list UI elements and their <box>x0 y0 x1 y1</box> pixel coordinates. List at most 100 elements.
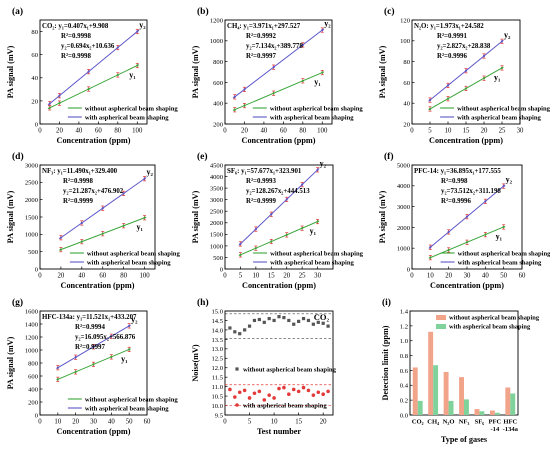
data-point <box>254 227 257 231</box>
data-point <box>143 216 146 219</box>
y-axis-label: PA signal (mV) <box>6 336 15 389</box>
data-point <box>306 388 311 393</box>
data-point <box>287 392 291 397</box>
data-point <box>101 207 104 210</box>
x-tick-label: 50 <box>500 273 507 280</box>
equation-annotation: PFC-14: y₁=36.895x₁+177.555 <box>414 168 501 175</box>
data-point <box>482 54 486 58</box>
x-tick-label: 80 <box>114 128 121 135</box>
y-tick-label: 120 <box>400 17 411 24</box>
x-tick-label: 20 <box>241 128 248 135</box>
y-tick-label: 1000 <box>210 38 224 45</box>
panel-f: (f) 0 1000 2000 3000 4000 5000 0 10 20 30 40 50 60 Con… <box>378 151 550 290</box>
data-point <box>326 324 330 328</box>
y-tick-label: 600 <box>28 373 39 380</box>
x-axis-label: Type of gases <box>441 435 487 444</box>
series-without-shaping <box>56 346 131 382</box>
data-point <box>110 355 113 358</box>
series-with-shaping <box>58 176 147 241</box>
panel-label: (d) <box>12 151 24 162</box>
y-tick-label: 1500 <box>25 214 39 221</box>
panel-label: (h) <box>197 297 209 308</box>
series-without-shaping <box>59 215 147 253</box>
y-tick-label: 40 <box>31 75 38 82</box>
data-point <box>447 230 450 234</box>
data-point <box>110 335 113 338</box>
data-point <box>92 363 95 366</box>
data-point <box>143 177 146 180</box>
legend-swatch-with <box>436 324 446 329</box>
category-label: NF₃ <box>459 419 470 426</box>
category-label: CO₂ <box>412 419 424 426</box>
chart-title: CO₂ <box>314 312 330 322</box>
x-tick-label: 20 <box>56 128 63 135</box>
y-tick-label: 1000 <box>25 347 39 354</box>
data-point <box>484 200 487 203</box>
fit-line <box>238 167 320 246</box>
x-tick-label: 10 <box>252 273 259 280</box>
y-tick-label: 100 <box>400 38 411 45</box>
data-point <box>116 73 119 77</box>
y-tick-label: 800 <box>28 360 39 367</box>
y-tick-label: 0.2 <box>400 398 408 405</box>
series-without-shaping <box>47 62 140 111</box>
x-tick-label: 15 <box>463 128 470 135</box>
equation-annotation: CO₂: y₁=0.407x₁+9.908 <box>42 23 109 30</box>
x-tick-label: 40 <box>76 128 83 135</box>
y-tick-label: 12.0 <box>211 365 223 372</box>
data-point <box>316 390 321 395</box>
x-tick-label: 10 <box>54 419 61 426</box>
data-point <box>101 232 104 235</box>
data-point <box>237 390 242 395</box>
x-tick-label: 100 <box>139 273 150 280</box>
data-point <box>321 28 324 32</box>
y-tick-label: 500 <box>213 255 224 262</box>
data-point <box>502 184 505 188</box>
x-tick-label: 40 <box>108 419 115 426</box>
y2-label: y₂ <box>504 30 511 39</box>
plot-frame <box>224 310 334 416</box>
x-tick-label: 30 <box>517 128 524 135</box>
data-point <box>301 316 306 321</box>
y1-label: y₁ <box>314 78 321 87</box>
equation-annotation: R²=0.9999 <box>246 198 276 205</box>
bar-without-shaping <box>428 331 434 415</box>
y-tick-label: 2000 <box>397 225 411 232</box>
y-tick-label: 13.0 <box>211 346 223 353</box>
data-point <box>500 40 504 43</box>
equation-annotation: SF₆: y₁=57.677x₁+323.901 <box>227 168 302 175</box>
x-axis-label: Concentration (ppm) <box>242 281 316 290</box>
data-point <box>252 391 257 396</box>
data-point <box>301 43 304 47</box>
y-tick-label: 10.0 <box>211 403 223 410</box>
x-tick-label: 40 <box>482 273 489 280</box>
equation-annotation: y₂=21.287x₂+476.902 <box>63 188 124 195</box>
data-point <box>277 386 281 391</box>
y2-label: y₂ <box>147 168 154 177</box>
x-tick-label: 60 <box>519 273 526 280</box>
panel-b: (b) 200 400 600 800 1000 1200 0 20 40 60 80 100Conce… <box>191 6 363 145</box>
data-point <box>301 79 304 82</box>
y2-label: y₂ <box>131 315 138 324</box>
data-point <box>272 318 276 323</box>
y-tick-label: 1.2 <box>400 323 408 330</box>
panel-i: (i) 0.0 0.2 0.4 0.6 0.8 1.0 1.2 1.4 Type of gases… <box>381 297 540 444</box>
panel-label: (i) <box>382 297 391 308</box>
x-tick-label: 15 <box>295 419 302 426</box>
legend-label-with: with aspherical beam shaping <box>243 403 327 410</box>
data-point <box>136 64 139 67</box>
y-tick-label: 80 <box>31 29 38 36</box>
panel-label: (b) <box>197 6 209 17</box>
data-point <box>301 183 304 186</box>
x-tick-label: 0 <box>38 273 42 280</box>
data-point <box>311 322 315 326</box>
data-point <box>74 356 77 359</box>
y-tick-label: 400 <box>213 101 224 108</box>
panel-label: (f) <box>384 151 394 162</box>
y-tick-label: 0.4 <box>400 383 409 390</box>
data-point <box>58 102 61 105</box>
panel-label: (e) <box>197 151 208 162</box>
x-tick-label: 20 <box>320 419 327 426</box>
data-point <box>306 318 311 323</box>
